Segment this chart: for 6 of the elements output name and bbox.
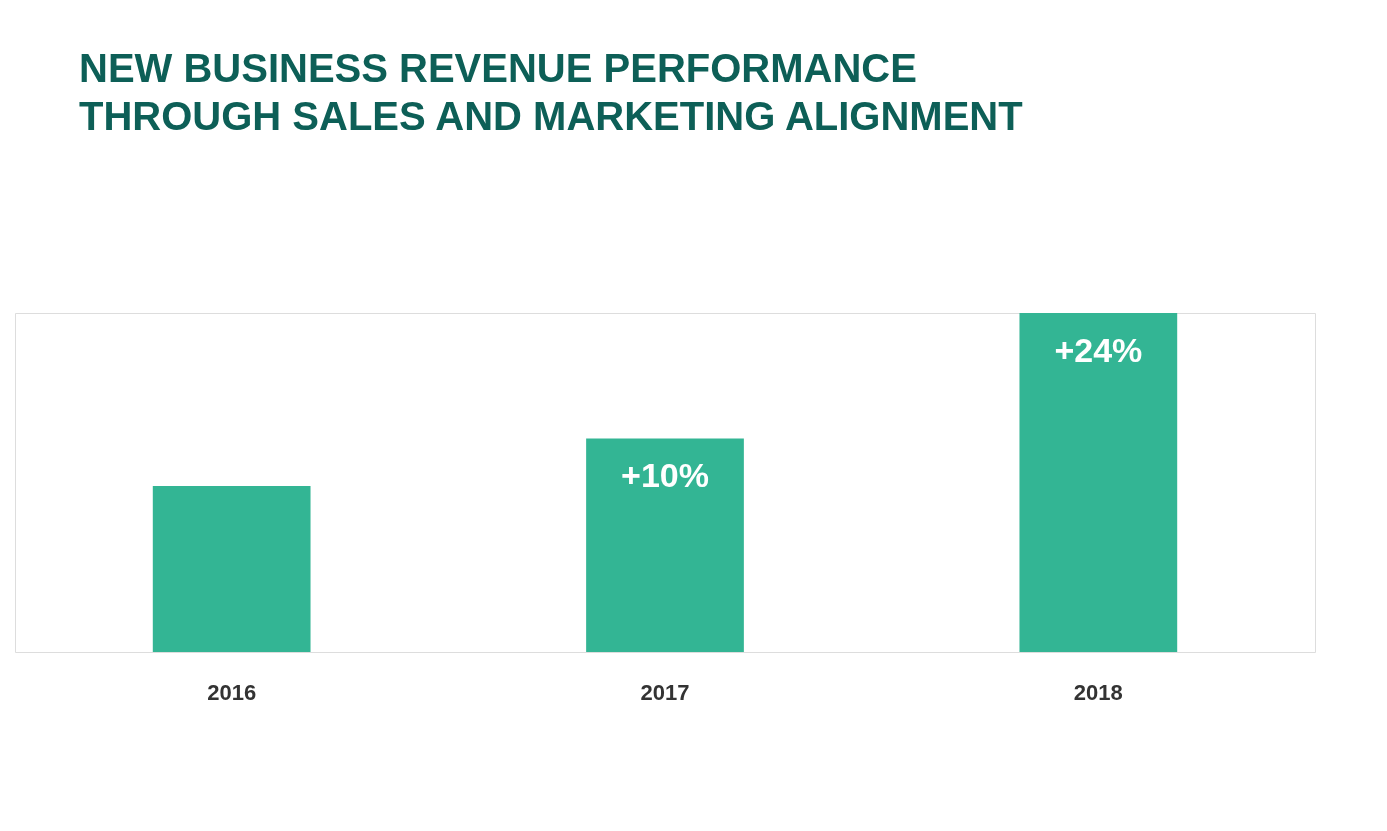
- annotation: +24%: [1054, 331, 1143, 369]
- chart-title: NEW BUSINESS REVENUE PERFORMANCE THROUGH SALES AND MARKETING ALIGNMENT: [79, 46, 1023, 138]
- x-tick-label: 2017: [640, 679, 690, 705]
- x-tick-label: 2016: [207, 679, 257, 705]
- annotation: +10%: [621, 456, 709, 495]
- x-tick-label: 2018: [1073, 679, 1123, 705]
